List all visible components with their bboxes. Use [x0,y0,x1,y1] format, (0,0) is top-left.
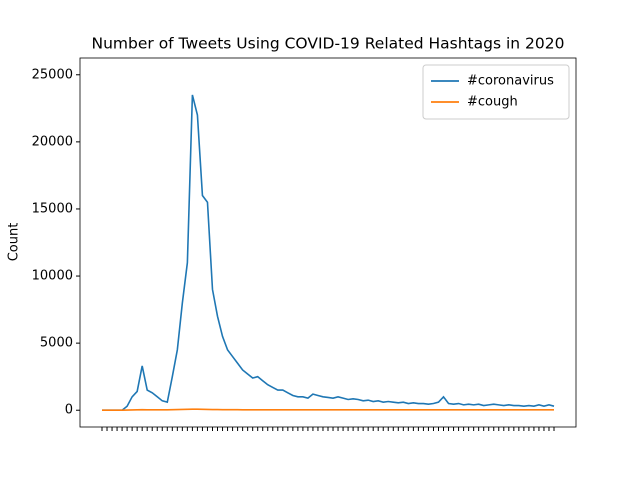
y-tick-label: 0 [65,403,73,418]
legend-label: #coronavirus [467,74,554,89]
series-line [102,94,555,412]
plot-frame [79,57,577,428]
y-axis-label: Count [7,223,22,262]
y-tick-label: 10000 [32,269,73,284]
legend-label: #cough [467,95,518,110]
legend-box [422,64,570,120]
y-tick-label: 25000 [32,67,73,82]
y-tick-label: 15000 [32,201,73,216]
chart-title: Number of Tweets Using COVID-19 Related … [92,35,565,53]
y-tick-label: 20000 [32,134,73,149]
y-tick-label: 5000 [40,336,73,351]
series-line [102,408,554,412]
